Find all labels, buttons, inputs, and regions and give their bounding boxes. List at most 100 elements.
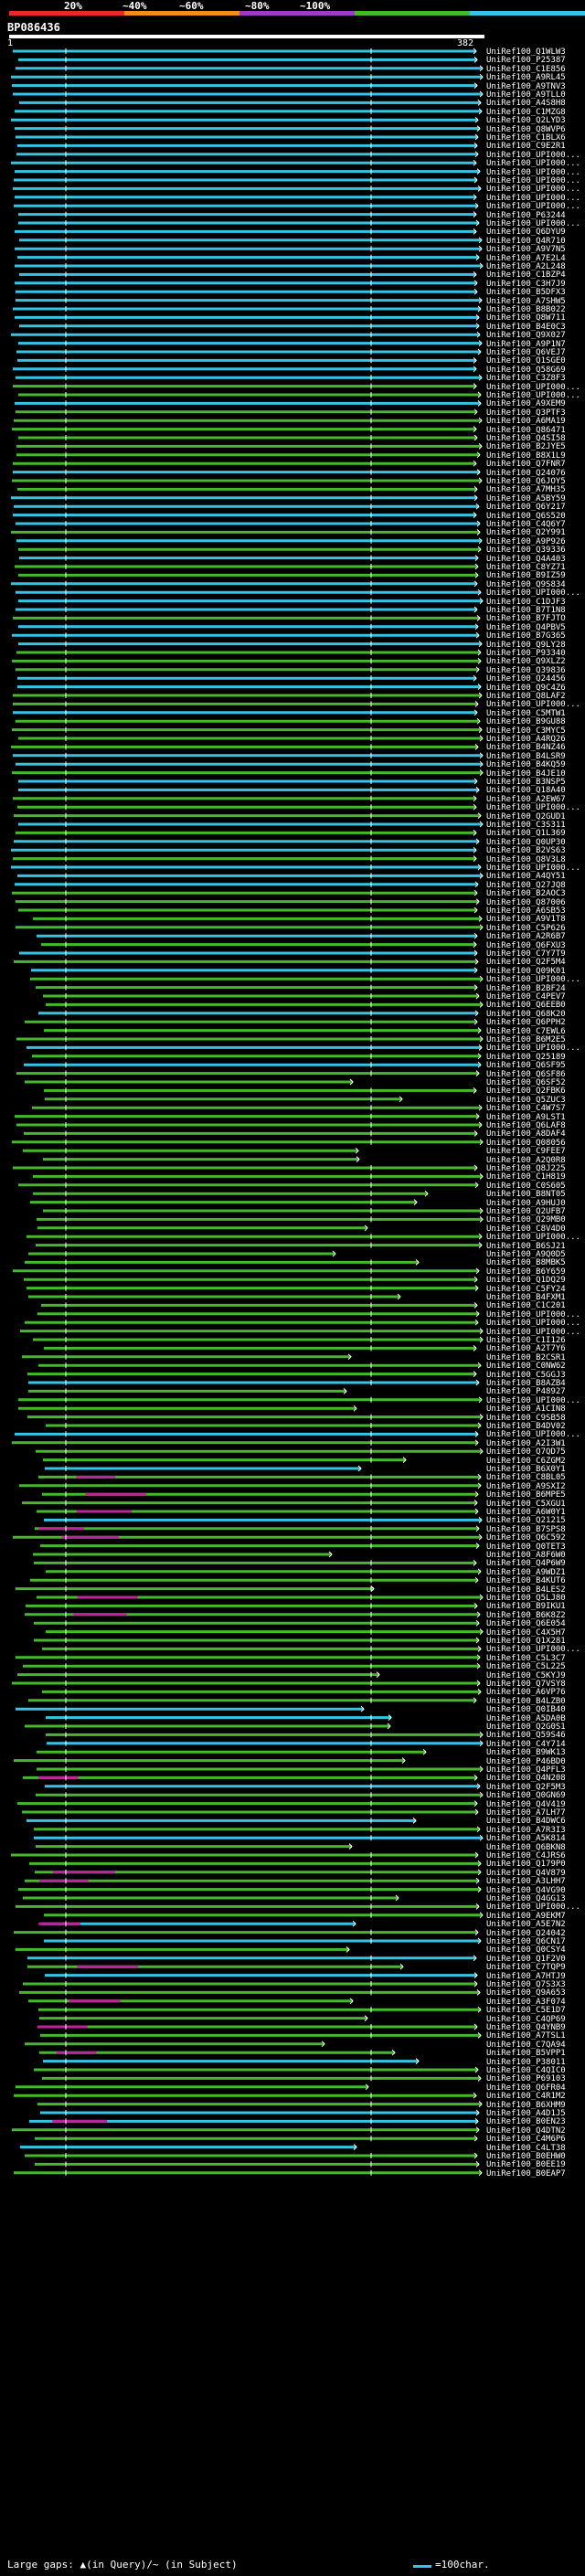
hit-label[interactable]: UniRef100_Q2LYD3 <box>486 116 566 126</box>
hit-label[interactable]: UniRef100_Q6E054 <box>486 1619 566 1629</box>
hit-label[interactable]: UniRef100_UPI000... <box>486 1044 580 1054</box>
hit-label[interactable]: UniRef100_C5L3C7 <box>486 1653 566 1663</box>
hit-label[interactable]: UniRef100_UPI000... <box>486 176 580 186</box>
hit-label[interactable]: UniRef100_A9P1N7 <box>486 339 566 349</box>
hit-label[interactable]: UniRef100_A9TNV3 <box>486 81 566 91</box>
hit-label[interactable]: UniRef100_Q6SF52 <box>486 1078 566 1087</box>
hit-label[interactable]: UniRef100_Q9A653 <box>486 1988 566 1998</box>
hit-label[interactable]: UniRef100_B4NZ46 <box>486 743 566 753</box>
hit-label[interactable]: UniRef100_A7SHW5 <box>486 296 566 306</box>
hit-label[interactable]: UniRef100_A9WDZ1 <box>486 1567 566 1577</box>
hit-label[interactable]: UniRef100_A5DA0B <box>486 1713 566 1723</box>
hit-label[interactable]: UniRef100_Q2F5M4 <box>486 958 566 968</box>
hit-label[interactable]: UniRef100_Q6S520 <box>486 511 566 521</box>
hit-label[interactable]: UniRef100_UPI000... <box>486 150 580 160</box>
hit-label[interactable]: UniRef100_UPI000... <box>486 193 580 203</box>
hit-label[interactable]: UniRef100_B4DWC6 <box>486 1817 566 1827</box>
hit-label[interactable]: UniRef100_Q6Y217 <box>486 503 566 513</box>
hit-label[interactable]: UniRef100_B6Y659 <box>486 1267 566 1277</box>
hit-label[interactable]: UniRef100_A7TSL1 <box>486 2031 566 2041</box>
hit-label[interactable]: UniRef100_B4LES2 <box>486 1585 566 1595</box>
hit-label[interactable]: UniRef100_Q18A40 <box>486 786 566 796</box>
hit-label[interactable]: UniRef100_P63244 <box>486 210 566 220</box>
hit-label[interactable]: UniRef100_Q2Y991 <box>486 528 566 538</box>
hit-label[interactable]: UniRef100_Q4DTN2 <box>486 2125 566 2136</box>
hit-label[interactable]: UniRef100_A7LH77 <box>486 1808 566 1818</box>
hit-label[interactable]: UniRef100_C3S311 <box>486 821 566 830</box>
hit-label[interactable]: UniRef100_Q5ZUC3 <box>486 1095 566 1105</box>
hit-label[interactable]: UniRef100_A7E2L4 <box>486 253 566 263</box>
hit-label[interactable]: UniRef100_UPI000... <box>486 1319 580 1329</box>
hit-label[interactable]: UniRef100_Q4A403 <box>486 554 566 564</box>
hit-label[interactable]: UniRef100_B5VPP1 <box>486 2049 566 2059</box>
hit-label[interactable]: UniRef100_Q1DQ29 <box>486 1276 566 1286</box>
hit-label[interactable]: UniRef100_B8X1L9 <box>486 451 566 461</box>
hit-label[interactable]: UniRef100_C3H7J9 <box>486 279 566 289</box>
hit-label[interactable]: UniRef100_C7QA94 <box>486 2040 566 2050</box>
hit-label[interactable]: UniRef100_C4M6P6 <box>486 2135 566 2145</box>
hit-label[interactable]: UniRef100_B0EHW0 <box>486 2152 566 2161</box>
hit-label[interactable]: UniRef100_A6SB53 <box>486 906 566 916</box>
hit-label[interactable]: UniRef100_C8YZ71 <box>486 563 566 572</box>
hit-label[interactable]: UniRef100_UPI000... <box>486 1233 580 1243</box>
hit-label[interactable]: UniRef100_Q4PBV5 <box>486 622 566 632</box>
hit-label[interactable]: UniRef100_Q6SF95 <box>486 1061 566 1071</box>
hit-label[interactable]: UniRef100_C5L225 <box>486 1662 566 1672</box>
hit-label[interactable]: UniRef100_B4E0C3 <box>486 322 566 332</box>
hit-label[interactable]: UniRef100_A9V7N5 <box>486 245 566 255</box>
hit-label[interactable]: UniRef100_UPI000... <box>486 202 580 212</box>
hit-label[interactable]: UniRef100_A5BY59 <box>486 493 566 504</box>
hit-label[interactable]: UniRef100_Q2UFB7 <box>486 1207 566 1216</box>
hit-label[interactable]: UniRef100_C4JRS6 <box>486 1851 566 1860</box>
hit-label[interactable]: UniRef100_B8MBK5 <box>486 1258 566 1268</box>
hit-label[interactable]: UniRef100_UPI000... <box>486 1309 580 1320</box>
hit-label[interactable]: UniRef100_C4LT38 <box>486 2143 566 2153</box>
hit-label[interactable]: UniRef100_Q6FR04 <box>486 2083 566 2093</box>
hit-label[interactable]: UniRef100_UPI000... <box>486 1903 580 1913</box>
hit-label[interactable]: UniRef100_Q6BKN8 <box>486 1842 566 1852</box>
hit-label[interactable]: UniRef100_Q7VSY8 <box>486 1680 566 1689</box>
hit-label[interactable]: UniRef100_B6MPE5 <box>486 1490 566 1500</box>
hit-label[interactable]: UniRef100_Q2F5M3 <box>486 1782 566 1792</box>
hit-label[interactable]: UniRef100_C9E2R1 <box>486 142 566 152</box>
hit-label[interactable]: UniRef100_A9V1T8 <box>486 915 566 925</box>
hit-label[interactable]: UniRef100_C5MTW1 <box>486 708 566 718</box>
hit-label[interactable]: UniRef100_B0EAP7 <box>486 2168 566 2178</box>
hit-label[interactable]: UniRef100_Q6DYU9 <box>486 228 566 238</box>
hit-label[interactable]: UniRef100_A6W0Y1 <box>486 1508 566 1517</box>
hit-label[interactable]: UniRef100_A9P926 <box>486 536 566 546</box>
hit-label[interactable]: UniRef100_P25387 <box>486 56 566 66</box>
hit-label[interactable]: UniRef100_B4FXM1 <box>486 1293 566 1302</box>
hit-label[interactable]: UniRef100_B4DV02 <box>486 1422 566 1431</box>
hit-label[interactable]: UniRef100_Q6VEJ7 <box>486 348 566 357</box>
hit-label[interactable]: UniRef100_C5GGJ3 <box>486 1370 566 1380</box>
hit-label[interactable]: UniRef100_Q9XLZ2 <box>486 657 566 667</box>
hit-label[interactable]: UniRef100_C4W7S7 <box>486 1104 566 1114</box>
hit-label[interactable]: UniRef100_Q24076 <box>486 468 566 478</box>
hit-label[interactable]: UniRef100_Q59S46 <box>486 1731 566 1741</box>
hit-label[interactable]: UniRef100_Q1F2V0 <box>486 1954 566 1964</box>
hit-label[interactable]: UniRef100_Q4V879 <box>486 1868 566 1878</box>
hit-label[interactable]: UniRef100_A4D1J5 <box>486 2109 566 2118</box>
hit-label[interactable]: UniRef100_UPI000... <box>486 382 580 392</box>
hit-label[interactable]: UniRef100_Q9C4Z6 <box>486 683 566 693</box>
hit-label[interactable]: UniRef100_UPI000... <box>486 219 580 228</box>
hit-label[interactable]: UniRef100_A9XEM9 <box>486 399 566 409</box>
hit-label[interactable]: UniRef100_Q9LY28 <box>486 640 566 650</box>
hit-label[interactable]: UniRef100_C5KYJ9 <box>486 1670 566 1680</box>
hit-label[interactable]: UniRef100_Q09K01 <box>486 966 566 976</box>
hit-label[interactable]: UniRef100_UPI000... <box>486 975 580 985</box>
hit-label[interactable]: UniRef100_C0S605 <box>486 1181 566 1191</box>
hit-label[interactable]: UniRef100_B6K8Z2 <box>486 1610 566 1620</box>
hit-label[interactable]: UniRef100_UPI000... <box>486 1645 580 1655</box>
hit-label[interactable]: UniRef100_Q4GG13 <box>486 1894 566 1903</box>
hit-label[interactable]: UniRef100_A2I3W1 <box>486 1438 566 1448</box>
hit-label[interactable]: UniRef100_C4Y714 <box>486 1739 566 1749</box>
hit-label[interactable]: UniRef100_B8B022 <box>486 305 566 314</box>
hit-label[interactable]: UniRef100_Q21215 <box>486 1516 566 1526</box>
hit-label[interactable]: UniRef100_Q4P6W9 <box>486 1559 566 1569</box>
hit-label[interactable]: UniRef100_C7TQP9 <box>486 1963 566 1973</box>
hit-label[interactable]: UniRef100_C5FY24 <box>486 1284 566 1294</box>
hit-label[interactable]: UniRef100_Q6PPH2 <box>486 1018 566 1028</box>
hit-label[interactable]: UniRef100_B6M2E5 <box>486 1035 566 1044</box>
